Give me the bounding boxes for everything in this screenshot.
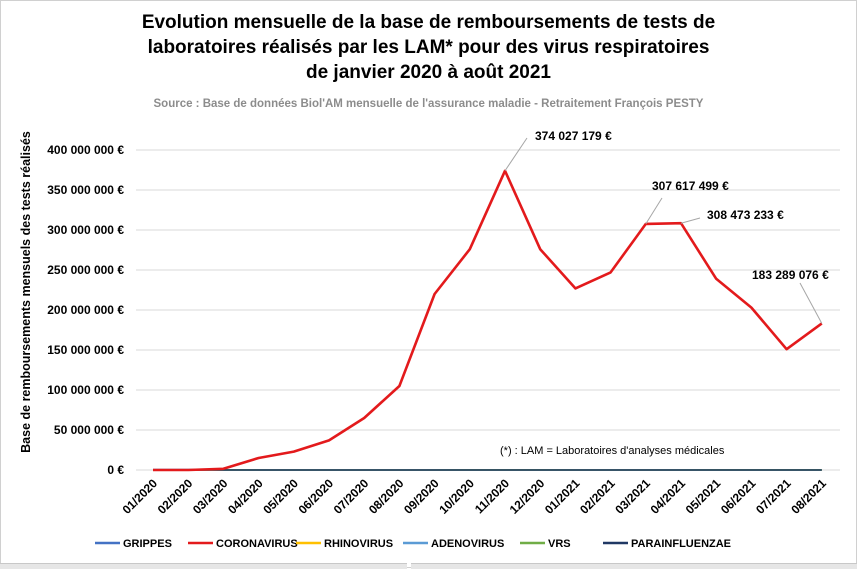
y-tick-label: 250 000 000 €: [47, 263, 124, 277]
x-tick-label: 04/2020: [225, 476, 266, 517]
x-tick-label: 08/2021: [788, 476, 829, 517]
y-tick-label: 350 000 000 €: [47, 183, 124, 197]
legend-label: VRS: [548, 538, 571, 550]
x-tick-label: 03/2021: [612, 476, 653, 517]
x-tick-label: 10/2020: [436, 476, 477, 517]
data-label-leader: [505, 138, 527, 171]
data-label-leader: [800, 283, 822, 323]
data-label-leader: [681, 218, 700, 223]
x-tick-label: 08/2020: [366, 476, 407, 517]
chart-annotation: (*) : LAM = Laboratoires d'analyses médi…: [500, 445, 725, 457]
y-tick-label: 200 000 000 €: [47, 303, 124, 317]
x-tick-label: 09/2020: [401, 476, 442, 517]
sheet-scrollbar: [0, 563, 407, 569]
y-tick-label: 0 €: [107, 463, 124, 477]
legend-label: PARAINFLUENZAE: [631, 538, 731, 550]
y-tick-label: 100 000 000 €: [47, 383, 124, 397]
data-label-leader: [646, 198, 662, 224]
data-label: 374 027 179 €: [535, 129, 612, 143]
y-tick-label: 50 000 000 €: [54, 423, 124, 437]
y-axis-label: Base de remboursements mensuels des test…: [19, 131, 33, 453]
x-tick-label: 03/2020: [190, 476, 231, 517]
legend-label: RHINOVIRUS: [324, 538, 393, 550]
sheet-scrollbar: [411, 563, 857, 569]
x-tick-label: 11/2020: [472, 476, 512, 516]
x-tick-label: 07/2021: [753, 476, 794, 517]
x-tick-label: 02/2020: [155, 476, 196, 517]
x-tick-label: 06/2021: [718, 476, 759, 517]
x-tick-label: 07/2020: [331, 476, 372, 517]
x-tick-label: 06/2020: [296, 476, 337, 517]
x-tick-label: 12/2020: [507, 476, 548, 517]
data-label: 307 617 499 €: [652, 179, 729, 193]
legend-label: GRIPPES: [123, 538, 172, 550]
y-tick-label: 150 000 000 €: [47, 343, 124, 357]
x-tick-label: 01/2020: [120, 476, 161, 517]
data-label: 183 289 076 €: [752, 268, 829, 282]
data-label: 308 473 233 €: [707, 208, 784, 222]
x-tick-label: 01/2021: [542, 476, 583, 517]
legend-label: ADENOVIRUS: [431, 538, 504, 550]
y-tick-label: 300 000 000 €: [47, 223, 124, 237]
x-tick-label: 05/2021: [683, 476, 724, 517]
x-tick-label: 04/2021: [648, 476, 689, 517]
y-tick-label: 400 000 000 €: [47, 143, 124, 157]
x-tick-label: 02/2021: [577, 476, 618, 517]
legend-label: CORONAVIRUS: [216, 538, 298, 550]
x-tick-label: 05/2020: [260, 476, 301, 517]
